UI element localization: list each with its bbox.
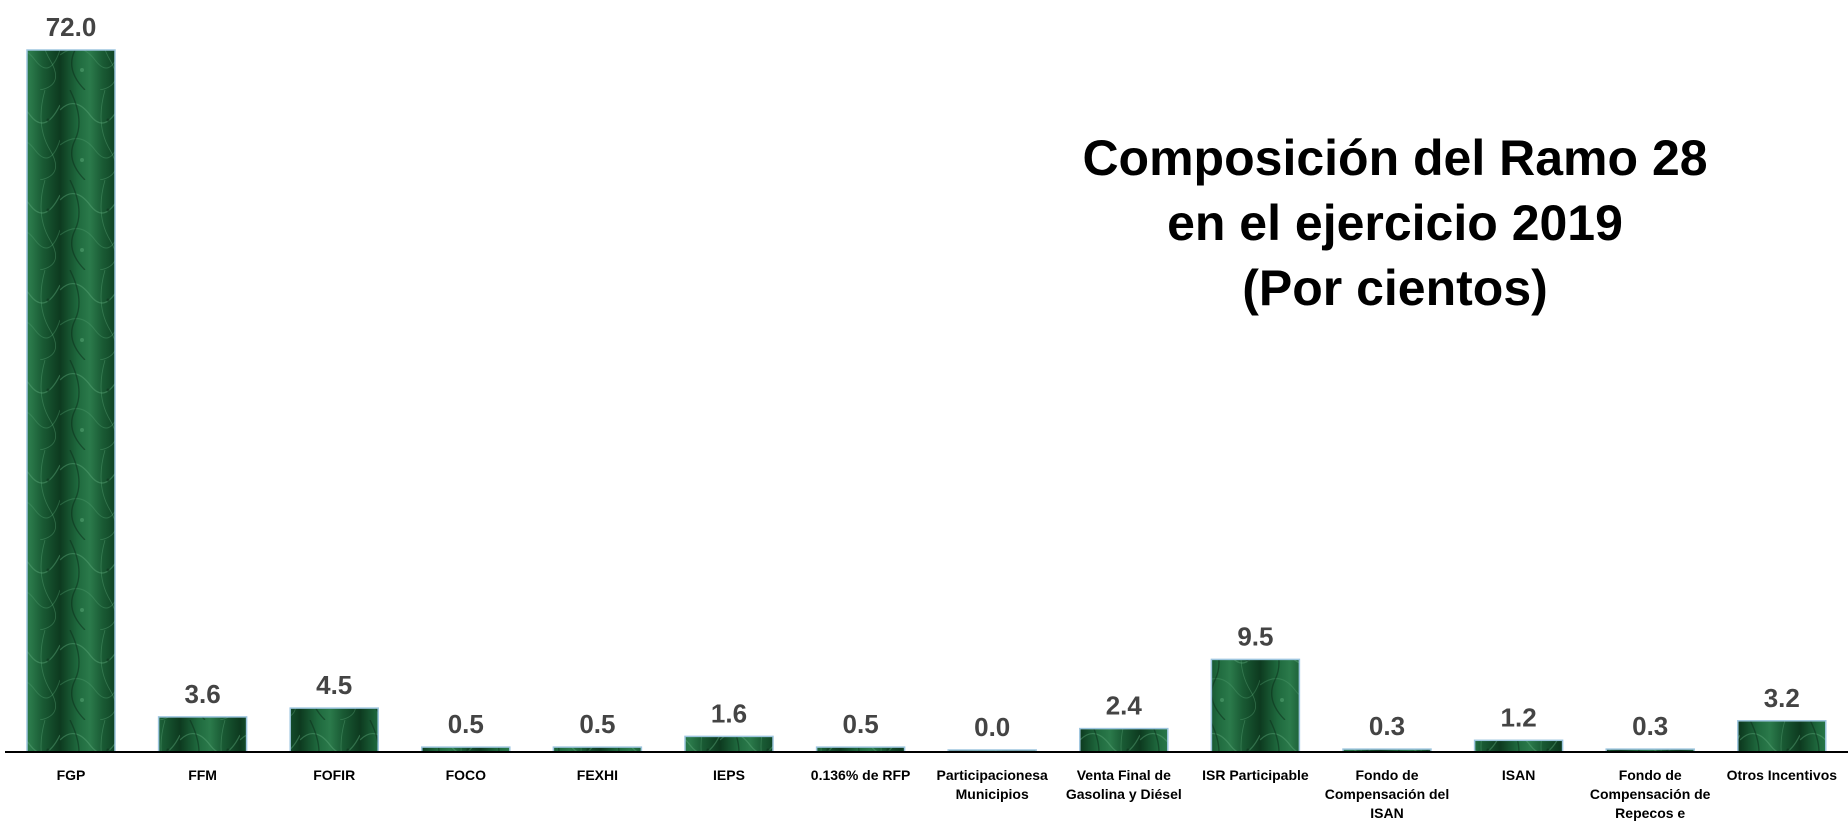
bar-8 xyxy=(1079,727,1169,753)
bar-5 xyxy=(684,735,774,753)
category-label-13: Otros Incentivos xyxy=(1727,767,1838,783)
category-label-7-line-0: Participacionesa xyxy=(937,767,1048,783)
value-label-12: 0.3 xyxy=(1632,711,1668,741)
category-label-10-line-2: ISAN xyxy=(1370,805,1403,821)
category-label-6: 0.136% de RFP xyxy=(811,767,911,783)
category-label-7: Participacionesa Municipios xyxy=(937,767,1048,802)
value-label-2: 4.5 xyxy=(316,670,352,700)
value-label-0: 72.0 xyxy=(46,12,97,42)
value-label-11: 1.2 xyxy=(1501,702,1537,732)
chart-title-line-2: en el ejercicio 2019 xyxy=(1167,195,1623,251)
chart-title-line-1: Composición del Ramo 28 xyxy=(1082,130,1707,186)
bar-13 xyxy=(1737,720,1827,753)
bar-0 xyxy=(26,49,116,753)
category-label-2-line-0: FOFIR xyxy=(313,767,355,783)
value-label-6: 0.5 xyxy=(843,709,879,739)
category-label-1-line-0: FFM xyxy=(188,767,217,783)
bar-2 xyxy=(289,707,379,753)
value-label-13: 3.2 xyxy=(1764,683,1800,713)
category-label-4-line-0: FEXHI xyxy=(577,767,618,783)
bar-9 xyxy=(1210,658,1301,753)
bars-layer xyxy=(26,49,1827,753)
category-label-11-line-0: ISAN xyxy=(1502,767,1535,783)
category-label-8-line-1: Gasolina y Diésel xyxy=(1066,786,1182,802)
category-label-0-line-0: FGP xyxy=(57,767,86,783)
category-label-11: ISAN xyxy=(1502,767,1535,783)
category-label-3-line-0: FOCO xyxy=(446,767,487,783)
category-label-13-line-0: Otros Incentivos xyxy=(1727,767,1838,783)
category-label-8: Venta Final de Gasolina y Diésel xyxy=(1066,767,1182,802)
value-labels-layer: 72.0 3.6 4.5 0.5 0.5 1.6 0.5 0.0 2.4 9.5 0.3 1.2 0.3… xyxy=(46,12,1800,742)
value-label-8: 2.4 xyxy=(1106,691,1143,721)
value-label-9: 9.5 xyxy=(1237,621,1273,651)
category-label-6-line-0: 0.136% de RFP xyxy=(811,767,911,783)
category-label-12-line-1: Compensación de xyxy=(1590,786,1711,802)
category-label-10-line-0: Fondo de xyxy=(1356,767,1419,783)
value-label-10: 0.3 xyxy=(1369,711,1405,741)
category-label-9-line-0: ISR Participable xyxy=(1202,767,1309,783)
category-label-1: FFM xyxy=(188,767,217,783)
value-label-1: 3.6 xyxy=(185,679,221,709)
category-label-2: FOFIR xyxy=(313,767,355,783)
category-label-12-line-0: Fondo de xyxy=(1619,767,1682,783)
category-label-9: ISR Participable xyxy=(1202,767,1309,783)
category-label-5: IEPS xyxy=(713,767,745,783)
category-label-10-line-1: Compensación del xyxy=(1325,786,1449,802)
value-label-5: 1.6 xyxy=(711,698,747,728)
bar-1 xyxy=(157,716,248,753)
category-labels-layer: FGP FFM FOFIR FOCO FEXHI IEPS 0.136% de RFP Par… xyxy=(57,767,1838,821)
value-label-4: 0.5 xyxy=(579,709,615,739)
value-label-7: 0.0 xyxy=(974,712,1010,742)
category-label-10: Fondo de Compensación del ISAN xyxy=(1325,767,1449,821)
category-label-5-line-0: IEPS xyxy=(713,767,745,783)
category-label-12-line-2: Repecos e xyxy=(1615,805,1685,821)
category-label-3: FOCO xyxy=(446,767,487,783)
category-label-7-line-1: Municipios xyxy=(956,786,1029,802)
category-label-4: FEXHI xyxy=(577,767,618,783)
category-label-8-line-0: Venta Final de xyxy=(1077,767,1171,783)
chart-title-line-3: (Por cientos) xyxy=(1242,260,1548,316)
category-label-12: Fondo de Compensación de Repecos e xyxy=(1590,767,1711,821)
category-label-0: FGP xyxy=(57,767,86,783)
value-label-3: 0.5 xyxy=(448,709,484,739)
bar-11 xyxy=(1473,739,1564,753)
